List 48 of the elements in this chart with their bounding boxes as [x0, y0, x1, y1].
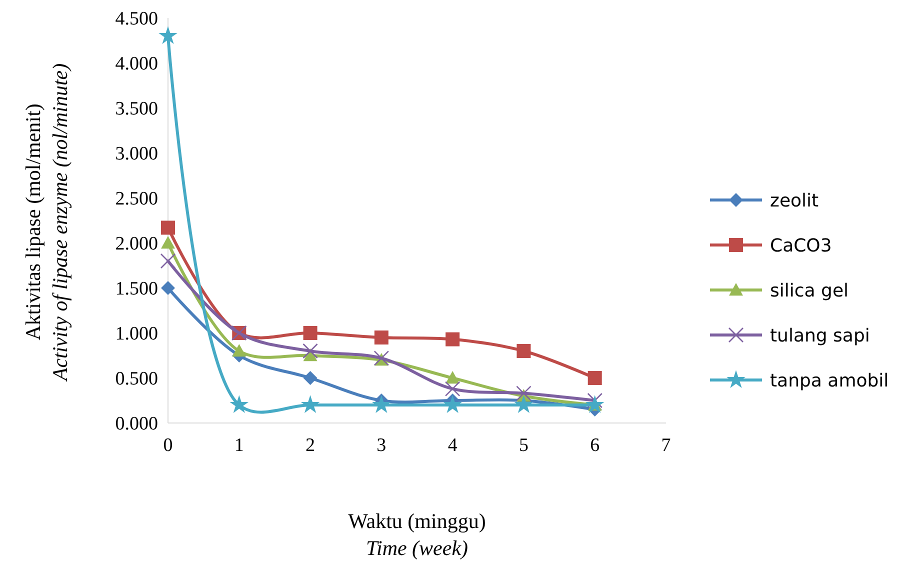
- y-axis-title: Aktivitas lipase (mol/menit) Activity of lipase enzyme (nol/minute): [21, 63, 72, 383]
- y-tick-label: 0.000: [115, 414, 158, 435]
- point: [302, 343, 318, 359]
- x-tick-label: 4: [448, 435, 458, 456]
- legend-label: CaCO3: [770, 235, 832, 256]
- y-tick-label: 4.500: [115, 8, 158, 30]
- point: [160, 253, 176, 269]
- legend-label: tanpa amobil: [770, 370, 889, 392]
- point: [514, 395, 534, 414]
- point: [300, 395, 320, 414]
- x-tick-label: 6: [590, 435, 600, 456]
- point: [161, 220, 175, 235]
- y-tick-label: 3.500: [115, 98, 158, 120]
- point: [446, 332, 460, 346]
- point: [585, 395, 604, 414]
- point: [303, 371, 318, 385]
- x-tick-label: 0: [163, 435, 173, 456]
- point: [588, 371, 602, 385]
- point: [230, 395, 249, 414]
- point: [516, 386, 532, 401]
- point: [161, 236, 175, 249]
- x-tick-label: 2: [306, 435, 316, 456]
- point: [372, 395, 391, 414]
- point: [516, 344, 531, 358]
- y-tick-label: 1.000: [115, 324, 158, 345]
- legend-label: silica gel: [770, 280, 849, 302]
- legend-label: zeolit: [770, 190, 819, 212]
- x-axis-title: Waktu (minggu) Time (week): [348, 509, 486, 560]
- y-tick-label: 2.500: [115, 188, 158, 210]
- point: [232, 344, 246, 357]
- point: [374, 330, 388, 344]
- y-tick-label: 0.500: [115, 368, 158, 390]
- y-tick-label: 2.000: [115, 234, 158, 255]
- point: [161, 281, 175, 295]
- y-tick-label: 4.000: [115, 54, 158, 75]
- x-tick-label: 3: [376, 435, 386, 456]
- y-tick-label: 3.000: [115, 144, 158, 165]
- point: [158, 26, 178, 44]
- point: [587, 392, 603, 408]
- legend-label: tulang sapi: [770, 325, 870, 346]
- point: [443, 395, 462, 414]
- x-tick-label: 7: [661, 435, 671, 456]
- point: [444, 381, 460, 396]
- x-tick-label: 5: [518, 435, 528, 456]
- point: [303, 326, 318, 340]
- y-tick-label: 1.500: [115, 278, 158, 300]
- point: [446, 371, 460, 384]
- x-tick-label: 1: [234, 435, 244, 456]
